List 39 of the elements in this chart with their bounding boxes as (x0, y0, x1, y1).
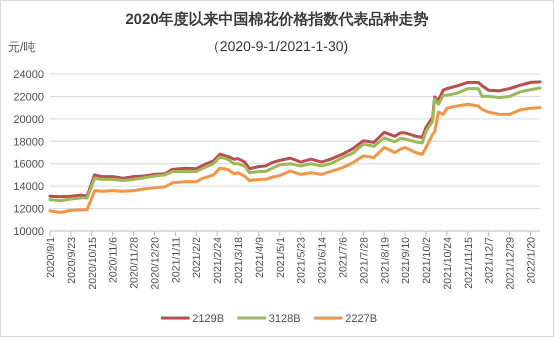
x-tick-label: 2020/11/28 (128, 236, 141, 289)
x-tick-label: 2021/2/2 (191, 236, 204, 278)
x-tick-label: 2021/10/2 (421, 236, 434, 284)
x-tick-label: 2021/8/19 (379, 236, 392, 284)
x-tick-label: 2021/5/23 (296, 236, 308, 284)
y-tick-label: 22000 (13, 91, 44, 104)
legend-label: 2227B (345, 313, 378, 325)
x-tick-label: 2021/9/10 (400, 236, 412, 284)
x-tick-label: 2021/6/14 (316, 236, 329, 284)
legend-label: 2129B (192, 313, 224, 325)
y-tick-label: 14000 (13, 181, 44, 194)
x-tick-label: 2022/1/20 (526, 236, 538, 284)
x-tick-label: 2021/7/28 (358, 236, 370, 284)
x-tick-label: 2021/7/6 (337, 236, 350, 278)
x-tick-label: 2020/9/23 (66, 236, 78, 284)
x-tick-label: 2021/3/18 (233, 236, 246, 284)
chart-subtitle: （2020-9-1/2021-1-30) (206, 38, 348, 54)
x-tick-label: 2020/12/20 (149, 236, 162, 290)
x-tick-label: 2020/11/6 (108, 236, 120, 283)
legend-label: 3128B (268, 313, 301, 325)
y-axis-title: 元/吨 (8, 40, 36, 54)
x-tick-label: 2021/12/29 (504, 236, 517, 290)
x-tick-label: 2021/1/11 (170, 236, 182, 283)
x-tick-label: 2020/10/15 (86, 236, 99, 290)
y-tick-label: 12000 (13, 204, 44, 216)
x-tick-label: 2020/9/1 (45, 236, 57, 278)
chart-title: 2020年度以来中国棉花价格指数代表品种走势 (125, 10, 429, 28)
x-tick-label: 2021/2/24 (212, 236, 224, 284)
y-tick-label: 18000 (13, 136, 44, 148)
x-tick-label: 2021/4/9 (254, 236, 266, 278)
y-tick-label: 24000 (13, 69, 44, 81)
line-series (48, 102, 542, 214)
y-tick-label: 20000 (13, 114, 44, 126)
x-tick-label: 2021/12/7 (484, 236, 496, 284)
x-tick-label: 2021/11/15 (462, 236, 475, 289)
x-tick-label: 2021/10/24 (442, 236, 454, 290)
y-tick-label: 10000 (13, 226, 44, 238)
y-tick-label: 16000 (13, 158, 44, 171)
x-tick-label: 2021/5/1 (274, 236, 287, 278)
